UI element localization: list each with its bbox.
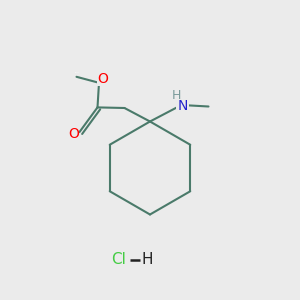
Text: methyl: methyl [75,72,80,73]
Text: O: O [68,128,79,141]
Text: O: O [97,72,108,86]
Text: H: H [141,252,153,267]
Text: Cl: Cl [111,252,126,267]
Text: N: N [177,99,188,113]
Text: H: H [171,89,181,103]
